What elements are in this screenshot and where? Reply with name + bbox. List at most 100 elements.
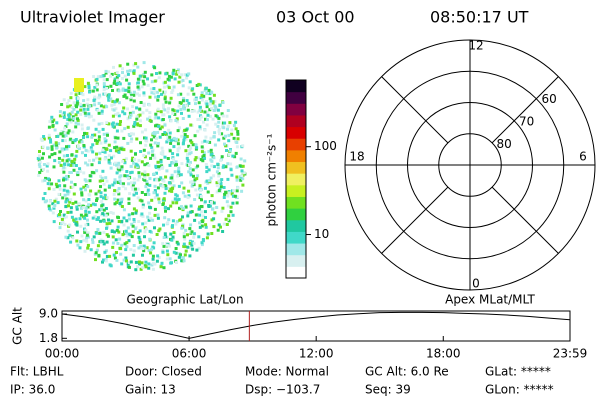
image-pixel [198,184,202,188]
image-pixel [113,77,117,81]
image-pixel [88,179,92,183]
image-pixel [140,261,144,265]
image-pixel [171,88,175,92]
y-axis-label: GC Alt [11,307,25,345]
image-pixel [40,156,44,160]
image-pixel [235,145,239,149]
image-pixel [212,109,216,112]
image-pixel [229,168,233,172]
image-pixel [52,118,56,122]
image-pixel [76,230,79,234]
image-pixel [103,250,107,254]
image-pixel [142,82,146,86]
image-pixel [115,251,118,254]
image-pixel [190,230,194,234]
image-pixel [71,236,75,240]
image-pixel [201,159,205,163]
image-pixel [177,197,181,201]
image-pixel [102,88,106,92]
image-pixel [195,146,199,150]
image-pixel [131,187,135,191]
image-pixel [202,94,206,98]
image-pixel [108,263,112,267]
image-pixel [132,90,136,94]
image-pixel [168,149,172,153]
image-pixel [157,124,161,128]
image-pixel [172,85,176,89]
image-pixel [134,268,138,272]
image-pixel [92,158,96,162]
image-pixel [102,78,106,82]
image-pixel [70,159,74,163]
image-pixel [129,181,133,185]
image-pixel [179,80,183,84]
image-pixel [191,87,195,91]
image-pixel [206,113,210,117]
image-pixel [72,101,76,105]
image-pixel [188,148,192,152]
image-pixel [115,71,119,74]
image-pixel [153,207,157,211]
image-pixel [84,199,88,203]
image-pixel [101,169,105,173]
image-pixel [220,178,224,182]
image-pixel [218,132,221,136]
image-pixel [66,117,70,121]
image-pixel [175,117,179,121]
image-pixel [204,135,208,139]
image-pixel [220,155,224,159]
image-pixel [132,244,136,247]
image-pixel [233,155,237,159]
image-pixel [96,216,100,220]
image-pixel [186,211,190,215]
image-pixel [99,104,103,108]
image-pixel [126,72,130,76]
image-pixel [100,204,104,208]
image-pixel [208,140,212,144]
image-pixel [55,146,58,150]
image-pixel [160,125,164,129]
image-pixel [142,91,146,95]
image-pixel [186,159,190,163]
image-pixel [184,149,188,153]
image-pixel [153,79,157,83]
image-pixel [117,220,121,223]
image-pixel [74,113,78,117]
image-pixel [169,75,173,79]
image-pixel [112,65,115,69]
image-pixel [57,160,61,164]
image-pixel [55,185,59,189]
image-pixel [176,68,180,72]
image-pixel [129,98,133,102]
image-pixel [103,193,107,197]
image-pixel [127,213,131,217]
image-pixel [94,258,97,262]
image-pixel [132,63,136,67]
image-pixel [200,219,204,223]
image-pixel [73,157,77,161]
image-pixel [194,102,197,106]
image-pixel [118,123,122,126]
image-pixel [112,192,116,196]
image-pixel [58,184,62,188]
image-pixel [187,72,191,76]
image-pixel [127,197,131,201]
image-pixel [67,115,71,119]
image-pixel [143,170,147,174]
image-pixel [130,185,134,189]
image-pixel [62,98,66,102]
image-pixel [208,102,212,106]
image-pixel [155,233,159,236]
image-pixel [162,236,166,239]
image-pixel [172,136,176,140]
image-pixel [113,178,117,182]
image [36,61,247,272]
image-pixel [74,121,78,125]
image-pixel [122,208,126,212]
image-pixel [174,138,178,142]
image-pixel [99,174,102,178]
image-pixel [146,77,149,81]
image-pixel [217,174,221,178]
image-pixel [151,131,155,135]
image-pixel [192,92,196,96]
